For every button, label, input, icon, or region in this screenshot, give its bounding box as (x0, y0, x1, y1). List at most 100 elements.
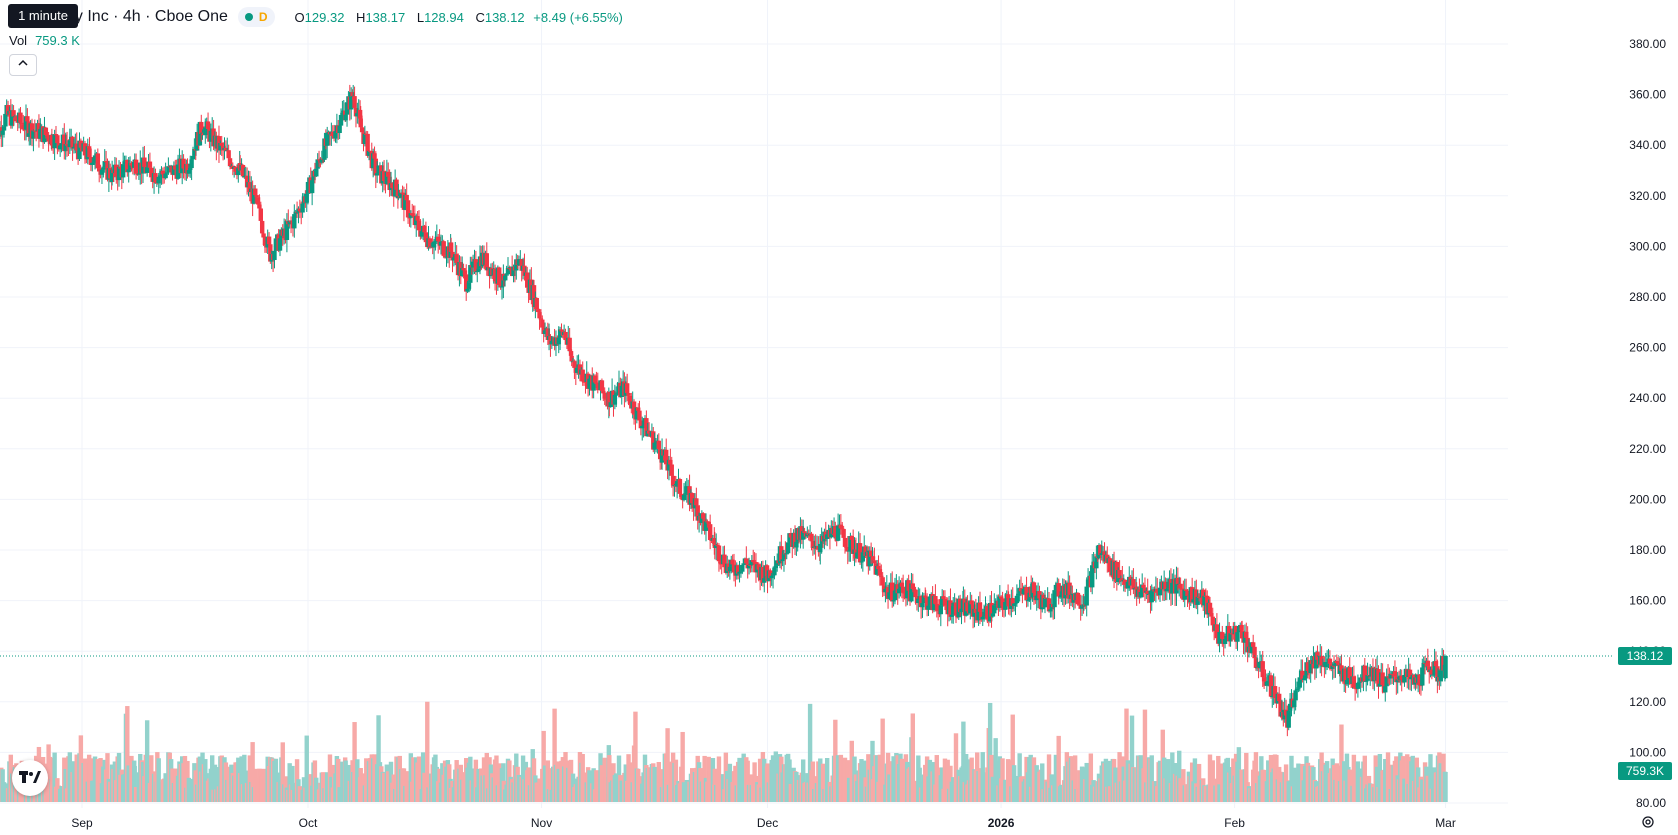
candle-body (784, 553, 789, 555)
volume-bar (1034, 765, 1039, 802)
candle-body (1005, 594, 1011, 599)
candle-body (1334, 661, 1340, 664)
candle-body (1138, 591, 1144, 598)
symbol-title[interactable]: gy Inc · 4h · Cboe One (66, 8, 228, 25)
candle-body (1016, 593, 1021, 596)
candle-body (133, 159, 139, 174)
candle-body (322, 138, 327, 160)
candle-body (756, 564, 761, 570)
candle-body (1170, 582, 1175, 594)
candle-body (848, 536, 853, 551)
candle-body (548, 336, 553, 345)
candle-body (1425, 660, 1431, 667)
candle-body (703, 521, 709, 531)
candle-body (353, 107, 359, 117)
candle-body (1220, 632, 1225, 639)
candle-body (1149, 590, 1154, 603)
candle-body (1351, 676, 1357, 688)
candle-body (968, 600, 973, 614)
candle-body (185, 163, 190, 174)
candle-body (442, 255, 448, 258)
candle-body (659, 449, 665, 463)
candle-body (1239, 630, 1245, 639)
candle-body (1178, 583, 1183, 589)
candle-body (1202, 595, 1207, 606)
candle-body (427, 238, 433, 248)
candle-body (730, 559, 735, 565)
candle-body (519, 259, 524, 271)
candle-body (171, 165, 177, 175)
candle-body (205, 121, 211, 130)
volume-bar (1207, 754, 1213, 802)
candle-body (896, 588, 902, 594)
candle-body (556, 337, 561, 345)
y-tick-label: 80.00 (1636, 796, 1666, 810)
candle-body (118, 166, 123, 169)
volume-bar (680, 731, 685, 802)
volume-bar (74, 754, 79, 802)
candle-body (244, 175, 250, 188)
candle-body (1046, 598, 1052, 612)
candle-body (227, 158, 233, 167)
candle-body (254, 195, 259, 198)
candle-body (695, 505, 700, 521)
candle-body (468, 265, 473, 283)
volume-bar (842, 757, 848, 802)
candle-body (255, 197, 261, 205)
candle-body (1228, 633, 1233, 642)
candle-body (899, 582, 905, 587)
volume-bar (149, 755, 154, 802)
candle-body (612, 394, 618, 405)
candle-body (525, 272, 530, 288)
candle-body (1189, 587, 1195, 603)
candle-body (855, 552, 860, 559)
candle-body (1395, 679, 1400, 683)
volume-bar (1428, 754, 1433, 802)
low-value: 128.94 (424, 9, 464, 25)
candle-body (857, 543, 863, 563)
volume-bar (1165, 759, 1171, 802)
candle-body (1427, 666, 1432, 673)
candle-body (454, 254, 459, 263)
candle-body (129, 163, 134, 166)
status-indicators[interactable]: D (237, 7, 275, 27)
settings-gear-icon[interactable] (1640, 815, 1656, 831)
candle-body (1165, 588, 1171, 590)
candle-body (410, 213, 415, 216)
candle-body (534, 298, 539, 310)
candle-body (1131, 579, 1136, 590)
candle-body (631, 401, 637, 415)
candle-body (921, 595, 927, 604)
candle-body (1090, 565, 1095, 588)
volume-bar (1053, 754, 1059, 802)
candle-body (45, 135, 50, 137)
volume-bar (652, 766, 657, 802)
candle-body (944, 605, 949, 607)
collapse-legend-button[interactable] (9, 54, 37, 76)
candle-body (355, 113, 360, 117)
volume-bar (364, 758, 369, 802)
volume-bar (1072, 755, 1078, 802)
change-value: +8.49 (+6.55%) (533, 9, 623, 25)
candle-body (1098, 545, 1103, 555)
volume-bar (1274, 754, 1279, 802)
candle-body (1319, 655, 1324, 666)
candle-body (1266, 680, 1271, 682)
candle-body (404, 194, 409, 201)
candle-body (1362, 665, 1368, 682)
volume-bar (132, 766, 137, 802)
candle-body (911, 589, 917, 591)
tradingview-logo-icon[interactable] (12, 760, 48, 796)
candle-body (681, 494, 687, 501)
candle-body (841, 528, 846, 538)
volume-bar (156, 758, 161, 802)
candle-body (933, 596, 938, 604)
candle-body (92, 155, 98, 163)
candle-body (160, 170, 166, 175)
volume-bar (607, 755, 612, 802)
candle-body (416, 220, 422, 231)
candle-body (398, 192, 404, 198)
candle-body (694, 498, 699, 506)
candle-body (23, 116, 29, 130)
